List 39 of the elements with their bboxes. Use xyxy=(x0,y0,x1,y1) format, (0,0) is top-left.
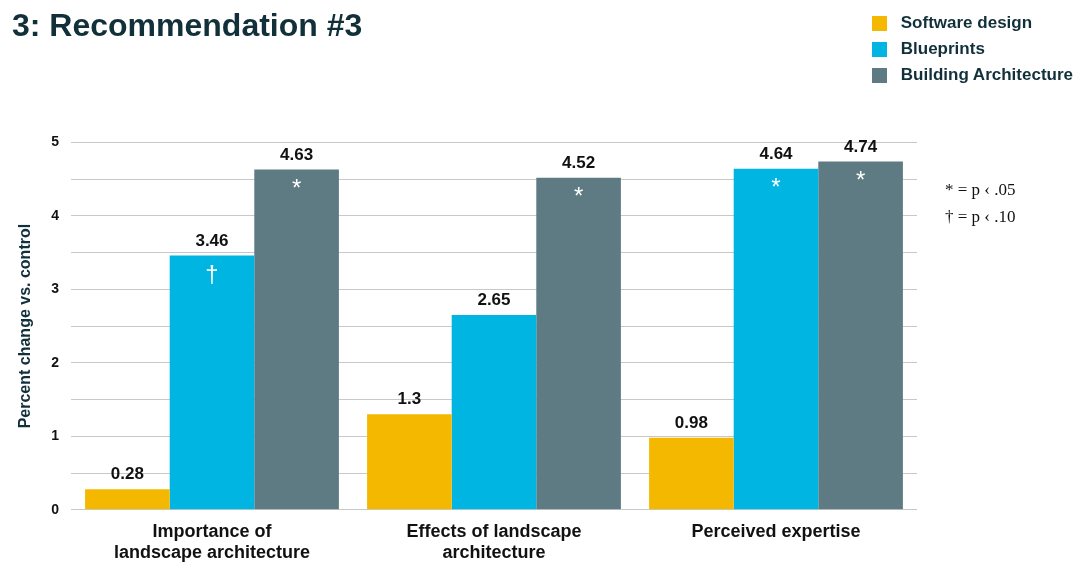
bar xyxy=(169,255,255,510)
bar xyxy=(85,489,170,510)
bar xyxy=(649,437,734,510)
text: † = p ‹ .10 xyxy=(945,206,1016,226)
data-label: 4.64 xyxy=(759,144,794,164)
y-axis-title: Percent change vs. control xyxy=(16,223,34,429)
bar xyxy=(733,168,819,510)
data-label: 3.46 xyxy=(195,230,229,250)
data-label: 0.28 xyxy=(110,464,144,484)
data-label: 1.3 xyxy=(397,389,422,409)
x-tick-label: Effects of landscape architecture xyxy=(406,520,582,563)
y-tick-label: 3 xyxy=(51,280,60,297)
bar xyxy=(536,177,621,510)
data-label: 2.65 xyxy=(477,290,511,310)
data-label: 4.63 xyxy=(280,144,314,164)
y-tick-label: 5 xyxy=(51,133,60,150)
annotation: * xyxy=(771,173,781,201)
legend-label: Software design xyxy=(900,12,1033,34)
y-tick-label: 4 xyxy=(51,206,60,223)
x-tick-label: Perceived expertise xyxy=(691,520,861,541)
data-label: 4.52 xyxy=(562,152,596,172)
y-tick-label: 2 xyxy=(51,353,60,370)
annotation: * xyxy=(573,182,584,210)
bar xyxy=(254,169,339,510)
annotation: * xyxy=(291,174,302,202)
data-label: 4.74 xyxy=(844,136,878,156)
bar xyxy=(367,414,452,510)
legend-label: Blueprints xyxy=(900,38,985,60)
x-tick-label: Importance of landscape architecture xyxy=(113,520,311,563)
legend-label: Building Architecture xyxy=(900,64,1073,86)
bar xyxy=(818,161,903,510)
annotation: * xyxy=(855,166,866,194)
annotation: † xyxy=(205,260,219,288)
y-tick-label: 0 xyxy=(51,500,60,517)
chart-title: 3: Recommendation #3 xyxy=(12,7,363,44)
text: * = p ‹ .05 xyxy=(945,179,1016,199)
data-label: 0.98 xyxy=(674,412,708,432)
y-tick-label: 1 xyxy=(51,427,60,444)
bar xyxy=(451,315,537,510)
